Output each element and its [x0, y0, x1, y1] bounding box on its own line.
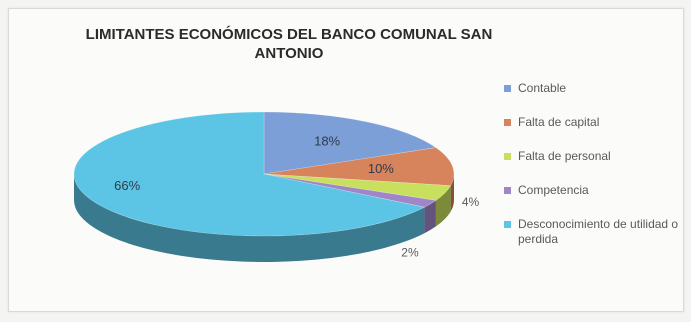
legend-swatch-falta-de-personal	[504, 153, 511, 160]
legend-item-desconocimiento-de-utilidad-o-perdida: Desconocimiento de utilidad o perdida	[504, 217, 679, 247]
pie-slice-falta-de-personal	[263, 173, 452, 201]
legend-item-falta-de-capital: Falta de capital	[504, 115, 679, 130]
legend-label-contable: Contable	[518, 81, 567, 95]
data-label-falta-de-personal: 4%	[462, 195, 480, 209]
data-label-contable: 18%	[314, 134, 340, 149]
pie-slice-contable	[263, 111, 437, 175]
pie-slice-competencia	[263, 173, 437, 208]
legend-label-falta-de-personal: Falta de personal	[518, 149, 611, 163]
pie-side-falta-de-personal	[435, 185, 451, 227]
legend-swatch-desconocimiento-de-utilidad-o-perdida	[504, 221, 511, 228]
legend-swatch-competencia	[504, 187, 511, 194]
legend-label-falta-de-capital: Falta de capital	[518, 115, 600, 129]
pie-chart: 18% 10% 4% 2% 66%	[73, 111, 479, 262]
chart-title: LIMITANTES ECONÓMICOS DEL BANCO COMUNAL …	[85, 26, 493, 62]
pie-side-desconocimiento-de-utilidad-o-perdida	[74, 174, 425, 262]
legend-swatch-falta-de-capital	[504, 119, 511, 126]
chart-frame: LIMITANTES ECONÓMICOS DEL BANCO COMUNAL …	[8, 8, 684, 312]
data-label-desconocimiento-de-utilidad-o-perdida: 66%	[114, 178, 140, 193]
data-label-falta-de-capital: 10%	[368, 161, 394, 176]
pie-side-falta-de-capital	[450, 174, 454, 212]
pie-tops	[73, 111, 455, 237]
pie-labels: 18% 10% 4% 2% 66%	[114, 134, 479, 260]
legend-label-desconocimiento-de-utilidad-o-perdida: Desconocimiento de utilidad o perdida	[518, 217, 679, 246]
legend-label-competencia: Competencia	[518, 183, 589, 197]
pie-side-competencia	[424, 200, 436, 234]
legend-swatch-contable	[504, 85, 511, 92]
legend-item-falta-de-personal: Falta de personal	[504, 149, 679, 164]
legend-item-competencia: Competencia	[504, 183, 679, 198]
pie-sides	[74, 174, 454, 262]
legend: Contable Falta de capital Falta de persona…	[504, 81, 679, 266]
pie-slice-falta-de-capital	[263, 147, 455, 186]
pie-slice-desconocimiento-de-utilidad-o-perdida	[73, 111, 426, 237]
legend-item-contable: Contable	[504, 81, 679, 96]
data-label-competencia: 2%	[401, 246, 419, 260]
